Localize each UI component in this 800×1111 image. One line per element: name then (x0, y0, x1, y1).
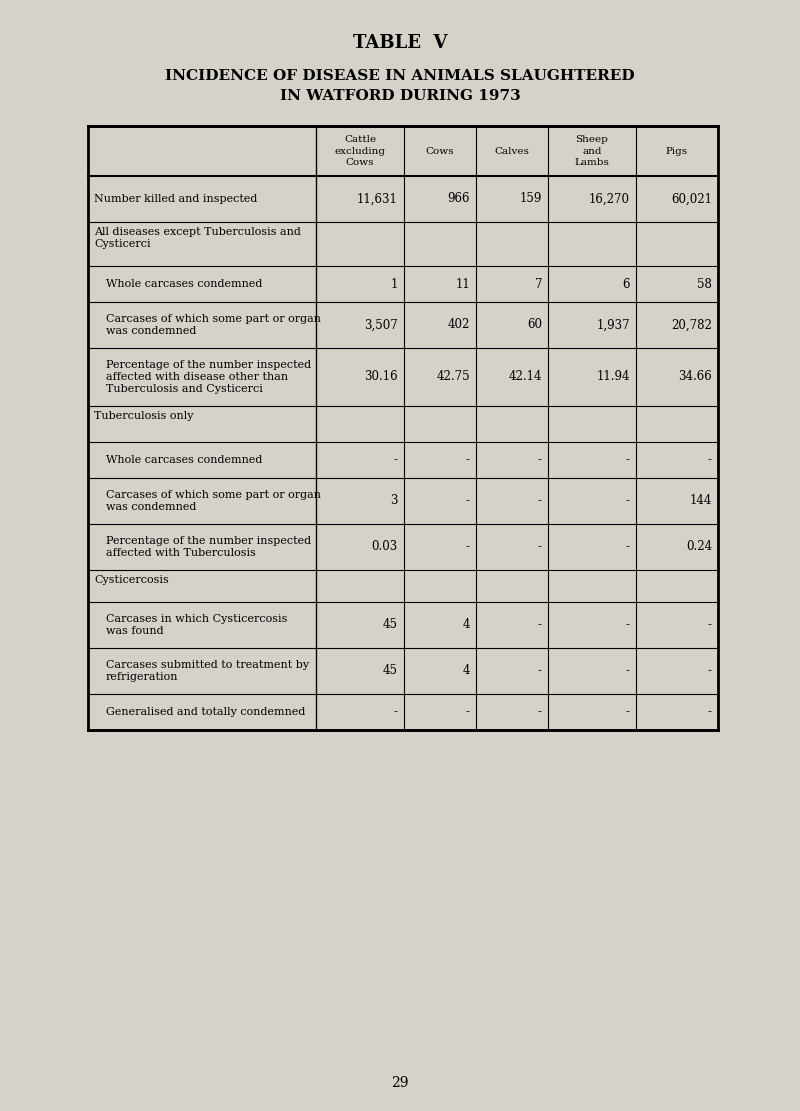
Text: Tuberculosis only: Tuberculosis only (94, 411, 194, 421)
Text: 20,782: 20,782 (671, 319, 712, 331)
Text: Whole carcases condemned: Whole carcases condemned (106, 456, 262, 466)
Text: TABLE  V: TABLE V (353, 34, 447, 52)
Text: Carcases of which some part or organ
was condemned: Carcases of which some part or organ was… (106, 490, 321, 512)
Text: 4: 4 (462, 664, 470, 678)
Text: -: - (626, 494, 630, 508)
Text: 29: 29 (391, 1075, 409, 1090)
Text: Cattle
excluding
Cows: Cattle excluding Cows (334, 136, 386, 167)
Text: 1: 1 (390, 278, 398, 290)
Text: 34.66: 34.66 (678, 370, 712, 383)
Text: Carcases of which some part or organ
was condemned: Carcases of which some part or organ was… (106, 313, 321, 337)
Text: -: - (538, 540, 542, 553)
Text: 42.14: 42.14 (509, 370, 542, 383)
Text: Sheep
and
Lambs: Sheep and Lambs (574, 136, 610, 167)
Text: -: - (626, 705, 630, 719)
Text: 11.94: 11.94 (597, 370, 630, 383)
Text: 60: 60 (527, 319, 542, 331)
Text: 0.24: 0.24 (686, 540, 712, 553)
Text: 42.75: 42.75 (436, 370, 470, 383)
Text: Number killed and inspected: Number killed and inspected (94, 194, 258, 204)
Text: Calves: Calves (494, 147, 530, 156)
Text: -: - (538, 453, 542, 467)
Text: 3,507: 3,507 (364, 319, 398, 331)
Text: Carcases submitted to treatment by
refrigeration: Carcases submitted to treatment by refri… (106, 660, 309, 682)
Text: 45: 45 (383, 664, 398, 678)
Text: -: - (626, 664, 630, 678)
Text: 159: 159 (520, 192, 542, 206)
Text: 144: 144 (690, 494, 712, 508)
Text: -: - (626, 540, 630, 553)
Text: -: - (394, 453, 398, 467)
Text: Percentage of the number inspected
affected with disease other than
Tuberculosis: Percentage of the number inspected affec… (106, 360, 311, 394)
Text: -: - (538, 494, 542, 508)
Text: Carcases in which Cysticercosis
was found: Carcases in which Cysticercosis was foun… (106, 613, 287, 637)
Text: 30.16: 30.16 (364, 370, 398, 383)
Text: -: - (708, 705, 712, 719)
Text: -: - (538, 619, 542, 631)
Text: Cows: Cows (426, 147, 454, 156)
Text: Generalised and totally condemned: Generalised and totally condemned (106, 707, 306, 717)
Text: 7: 7 (534, 278, 542, 290)
Text: -: - (538, 664, 542, 678)
Text: -: - (708, 619, 712, 631)
Text: 60,021: 60,021 (671, 192, 712, 206)
Text: 1,937: 1,937 (596, 319, 630, 331)
Text: 966: 966 (447, 192, 470, 206)
Text: -: - (466, 540, 470, 553)
Text: 3: 3 (390, 494, 398, 508)
Text: 4: 4 (462, 619, 470, 631)
Text: All diseases except Tuberculosis and
Cysticerci: All diseases except Tuberculosis and Cys… (94, 227, 301, 249)
Text: Whole carcases condemned: Whole carcases condemned (106, 279, 262, 289)
Text: -: - (538, 705, 542, 719)
Text: 58: 58 (697, 278, 712, 290)
Text: -: - (466, 705, 470, 719)
Text: -: - (708, 453, 712, 467)
Text: Percentage of the number inspected
affected with Tuberculosis: Percentage of the number inspected affec… (106, 536, 311, 558)
Text: Pigs: Pigs (666, 147, 688, 156)
Text: 11: 11 (455, 278, 470, 290)
Text: Cysticercosis: Cysticercosis (94, 575, 169, 585)
Text: IN WATFORD DURING 1973: IN WATFORD DURING 1973 (280, 89, 520, 103)
Text: 11,631: 11,631 (357, 192, 398, 206)
Text: INCIDENCE OF DISEASE IN ANIMALS SLAUGHTERED: INCIDENCE OF DISEASE IN ANIMALS SLAUGHTE… (165, 69, 635, 83)
Bar (88, 126, 718, 730)
Text: 45: 45 (383, 619, 398, 631)
Text: 402: 402 (448, 319, 470, 331)
Text: -: - (466, 453, 470, 467)
Text: -: - (708, 664, 712, 678)
Text: -: - (626, 619, 630, 631)
Text: -: - (626, 453, 630, 467)
Text: 16,270: 16,270 (589, 192, 630, 206)
Text: 0.03: 0.03 (372, 540, 398, 553)
Text: -: - (394, 705, 398, 719)
Text: -: - (466, 494, 470, 508)
Text: 6: 6 (622, 278, 630, 290)
